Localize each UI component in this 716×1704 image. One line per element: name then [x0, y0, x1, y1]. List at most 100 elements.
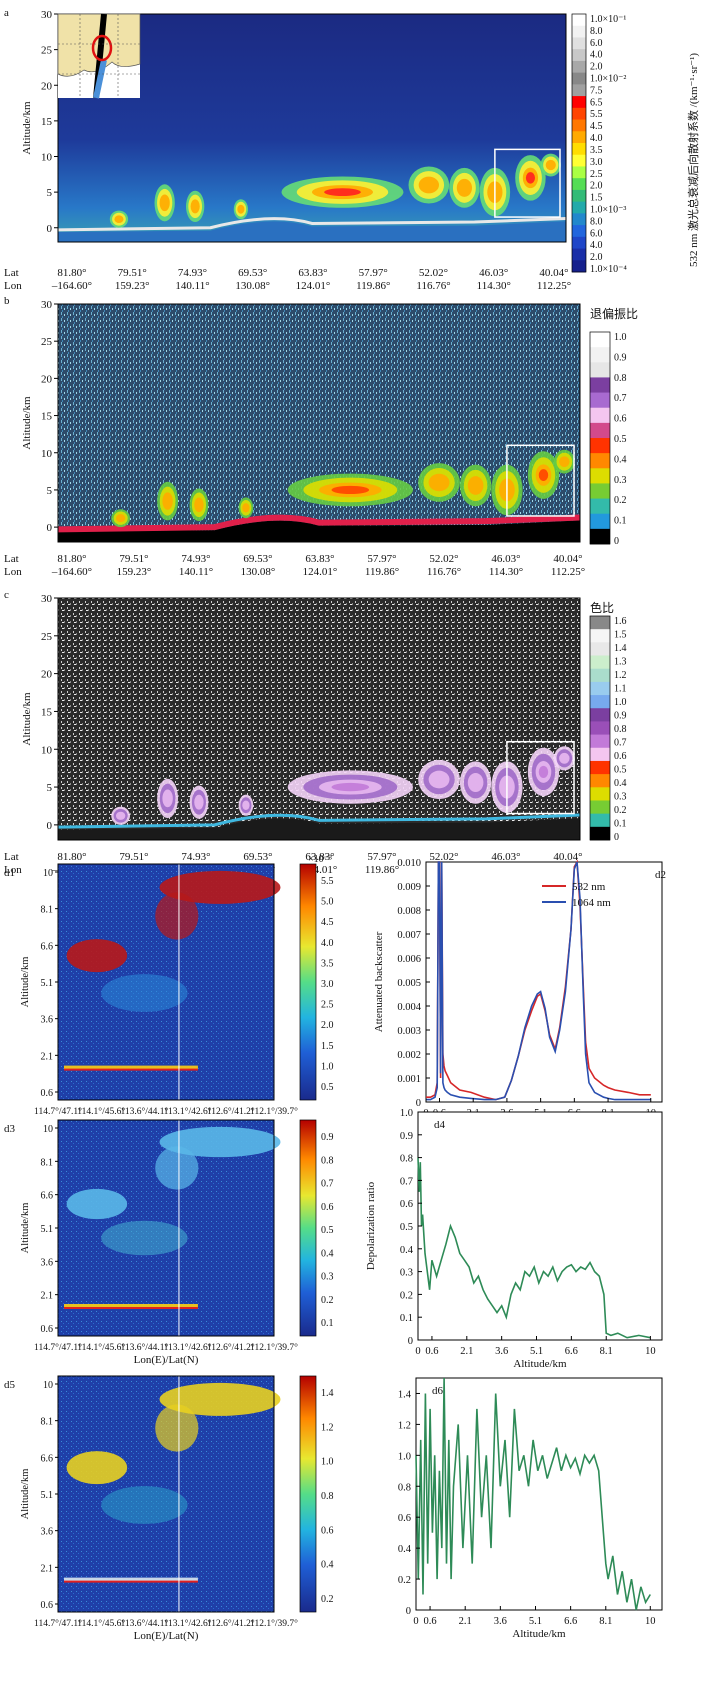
plot-frame — [57, 597, 581, 841]
colorbar-segment — [590, 734, 610, 749]
colorbar-label: 0.7 — [321, 1179, 334, 1190]
plot-frame — [415, 1377, 663, 1611]
y-axis-label: Altitude/km — [20, 957, 31, 1008]
x-tick-label: 112.1°/39.7° — [250, 1342, 298, 1353]
colorbar-label: 2.5 — [590, 169, 603, 180]
colorbar-label: 0.4 — [614, 778, 627, 789]
colorbar-label: 0.7 — [614, 393, 627, 404]
aerosol-layer — [101, 1486, 188, 1524]
x-tick-label: 5.1 — [529, 1616, 542, 1627]
y-tick-label: 15 — [41, 116, 53, 128]
lon-tick-label: 130.08° — [241, 566, 276, 578]
highlight-box — [506, 740, 575, 815]
series-line-1064-nm — [426, 861, 651, 1101]
colorbar-label: 2.0 — [321, 1020, 334, 1031]
colorbar-segment — [572, 260, 586, 273]
colorbar-label: 5.5 — [590, 109, 603, 120]
y-tick-label: 0.010 — [397, 858, 421, 869]
colorbar-label: 1.5 — [590, 193, 603, 204]
colorbar-label: 0.6 — [321, 1525, 334, 1536]
colorbar-label: 0.8 — [614, 373, 627, 384]
colorbar-segment — [590, 655, 610, 670]
y-axis-label: Altitude/km — [20, 1469, 31, 1520]
lon-tick-label: 124.01° — [303, 566, 338, 578]
surface-layer — [64, 1577, 198, 1582]
panel-label: a — [4, 7, 9, 19]
inset-map-grid — [58, 14, 140, 98]
plot-frame — [417, 1111, 663, 1341]
colorbar-segment — [590, 438, 610, 454]
lon-tick-label: 130.08° — [235, 280, 270, 292]
y-tick-label: 0.006 — [397, 954, 421, 965]
x-tick-label: 113.1°/42.6° — [164, 1106, 212, 1117]
colorbar-label: 0.2 — [321, 1295, 334, 1306]
lat-tick-label: 81.80° — [57, 553, 86, 565]
y-tick-label: 10 — [43, 1124, 53, 1135]
colorbar-segment — [572, 96, 586, 109]
y-tick-label: 0 — [47, 820, 53, 832]
cloud-layer-core — [428, 770, 450, 789]
x-tick-label: 2.1 — [459, 1616, 472, 1627]
x-tick-label: 113.1°/42.6° — [164, 1342, 212, 1353]
y-tick-label: 0.6 — [398, 1513, 411, 1524]
cloud-layer-core — [538, 765, 549, 778]
x-tick-label: 0.6 — [423, 1616, 436, 1627]
x-tick-label: 112.6°/41.2° — [207, 1618, 255, 1629]
panel-label: d3 — [4, 1123, 16, 1135]
colorbar-segment — [590, 787, 610, 801]
lat-row-label: Lat — [4, 851, 19, 863]
series-line-profile — [415, 1377, 651, 1611]
y-tick-label: 0.6 — [41, 1600, 54, 1611]
y-tick-label: 20 — [41, 669, 53, 681]
x-tick-label: 10 — [645, 1616, 656, 1627]
x-tick-label: 6.6 — [565, 1346, 578, 1357]
x-tick-label: 113.1°/42.6° — [164, 1618, 212, 1629]
colorbar-label: 8.0 — [590, 26, 603, 37]
colorbar-segment — [590, 774, 610, 788]
x-tick-label: 2.1 — [460, 1346, 473, 1357]
highlight-box — [506, 444, 575, 517]
lat-tick-label: 57.97° — [367, 851, 396, 863]
colorbar-segment — [572, 84, 586, 97]
y-tick-label: 0.6 — [41, 1088, 54, 1099]
y-axis-label: Altitude/km — [21, 396, 33, 450]
y-tick-label: 25 — [41, 631, 53, 643]
colorbar-label: 1.0 — [321, 1061, 334, 1072]
colorbar-label: 0.7 — [614, 738, 627, 749]
y-tick-label: 30 — [41, 299, 53, 311]
y-tick-label: 6.6 — [41, 941, 54, 952]
panel-d4 — [417, 1111, 663, 1341]
plot-frame — [57, 13, 567, 243]
colorbar-title: 色比 — [590, 601, 614, 615]
y-tick-label: 0.3 — [400, 1268, 413, 1279]
colorbar-frame — [589, 615, 611, 841]
y-tick-label: 0.007 — [397, 930, 421, 941]
cloud-layer-core — [467, 772, 484, 793]
cloud-top-layer — [159, 870, 281, 904]
colorbar-label: 0.5 — [614, 434, 627, 445]
x-tick-label: 10 — [645, 1346, 656, 1357]
cloud-top-layer — [159, 1382, 281, 1416]
lon-tick-label: 116.76° — [427, 566, 461, 578]
y-tick-label: 2.1 — [41, 1051, 54, 1062]
lat-tick-label: 40.04° — [539, 267, 568, 279]
lat-tick-label: 81.80° — [57, 851, 86, 863]
y-tick-label: 3.6 — [41, 1015, 54, 1026]
lat-tick-label: 63.83° — [305, 553, 334, 565]
lat-tick-label: 46.03° — [491, 851, 520, 863]
x-tick-label: 114.1°/45.6° — [77, 1342, 125, 1353]
lat-tick-label: 63.83° — [298, 267, 327, 279]
colorbar-label: 1.0×10⁻³ — [590, 204, 626, 215]
colorbar-label: 0.3 — [321, 1272, 334, 1283]
colorbar-label: 1.0 — [614, 332, 627, 343]
cloud-layer-core — [115, 514, 126, 523]
y-tick-label: 8.1 — [41, 1417, 54, 1428]
cloud-layer — [155, 1404, 199, 1452]
y-tick-label: 2.1 — [41, 1563, 54, 1574]
colorbar-segment — [572, 201, 586, 214]
colorbar-label: 0.2 — [321, 1594, 334, 1605]
y-axis-label: Altitude/km — [20, 1203, 31, 1254]
y-tick-label: 15 — [41, 411, 53, 423]
x-tick-label: 112.6°/41.2° — [207, 1106, 255, 1117]
